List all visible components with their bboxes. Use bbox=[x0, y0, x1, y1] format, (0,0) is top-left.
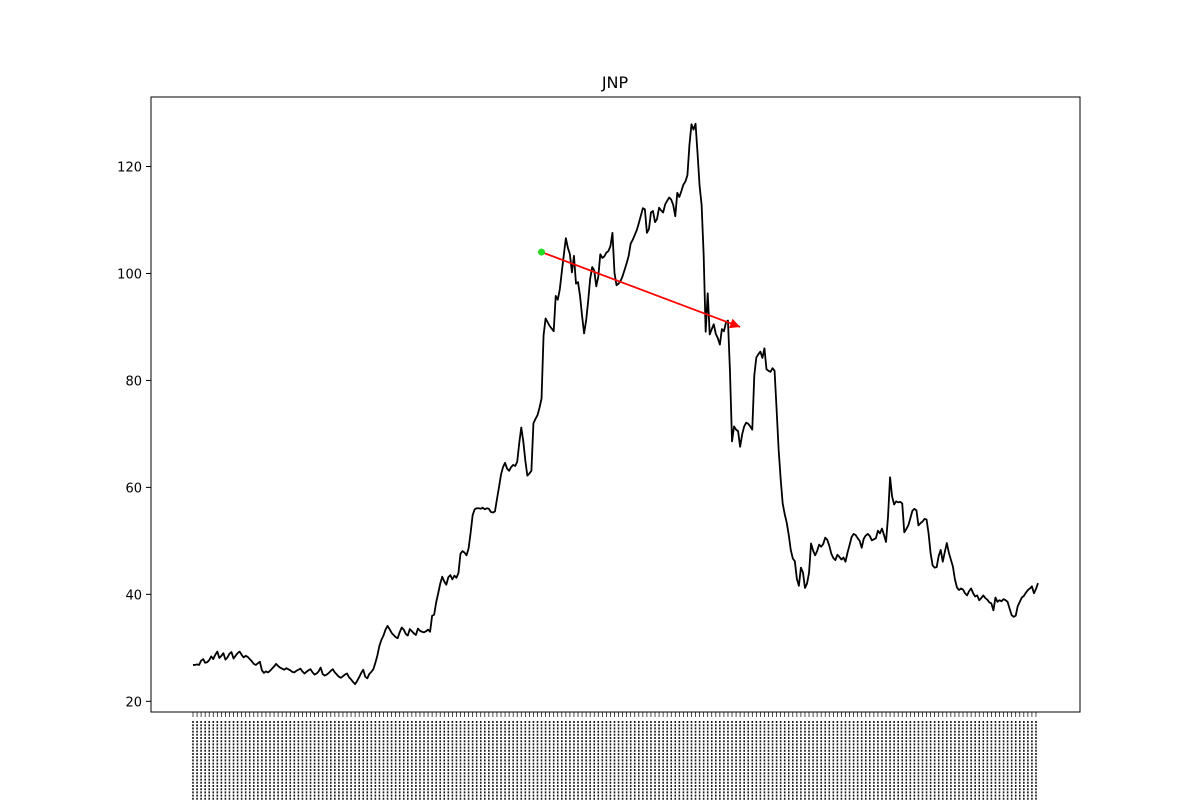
annotation-arrowhead bbox=[729, 318, 741, 329]
x-axis bbox=[192, 712, 1037, 800]
x-tick-labels bbox=[192, 721, 1037, 800]
annotation-layer bbox=[538, 248, 741, 329]
y-axis: 20 40 60 80 100 120 bbox=[117, 161, 151, 710]
y-tick-label: 40 bbox=[125, 588, 142, 603]
series-layer bbox=[193, 122, 1039, 686]
annotation-start-marker bbox=[538, 248, 546, 256]
annotation-arrow-line bbox=[541, 251, 741, 328]
y-tick-label: 100 bbox=[117, 267, 142, 282]
y-tick-label: 20 bbox=[125, 695, 142, 710]
y-tick-label: 120 bbox=[117, 161, 142, 176]
series-line bbox=[193, 122, 1039, 686]
y-tick-label: 80 bbox=[125, 374, 142, 389]
y-tick-label: 60 bbox=[125, 481, 142, 496]
plot-frame bbox=[150, 96, 1081, 713]
chart-title: JNP bbox=[601, 73, 629, 92]
